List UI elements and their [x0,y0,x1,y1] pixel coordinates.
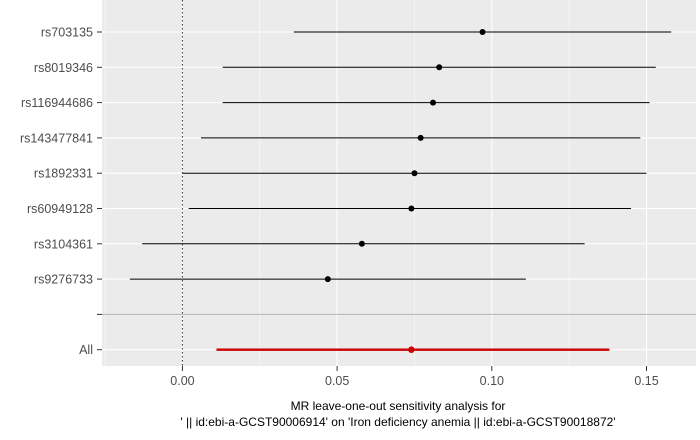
point-rs9276733 [324,276,331,283]
y-label-rs60949128: rs60949128 [27,202,93,216]
y-label-rs3104361: rs3104361 [34,237,93,251]
point-rs116944686 [430,99,437,106]
x-tick-label: 0.00 [170,374,194,388]
y-label-rs703135: rs703135 [41,26,93,40]
point-rs703135 [479,29,486,35]
x-tick-label: 0.10 [480,374,504,388]
plot-panel [102,0,696,366]
x-axis-label-line-1: MR leave-one-out sensitivity analysis fo… [291,399,506,413]
y-label-rs8019346: rs8019346 [34,61,93,75]
point-rs143477841 [417,134,424,141]
point-overall [408,346,415,354]
point-rs3104361 [358,240,365,247]
y-label-overall: All [79,343,93,357]
y-axis-labels: rs703135 rs8019346 rs116944686 rs143477841 r… [20,26,102,357]
point-rs60949128 [408,205,415,212]
point-rs1892331 [411,170,418,177]
x-axis-ticks: 0.00 0.05 0.10 0.15 [170,366,659,388]
y-label-rs116944686: rs116944686 [21,96,93,110]
point-rs8019346 [436,64,443,71]
x-axis-label-line-2: ' || id:ebi-a-GCST90006914' on 'Iron def… [180,415,615,429]
y-label-rs9276733: rs9276733 [34,273,93,287]
marks-layer [129,29,672,354]
x-tick-label: 0.05 [325,374,349,388]
x-tick-label: 0.15 [634,374,658,388]
y-label-rs1892331: rs1892331 [34,167,93,181]
y-label-rs143477841: rs143477841 [20,131,93,145]
